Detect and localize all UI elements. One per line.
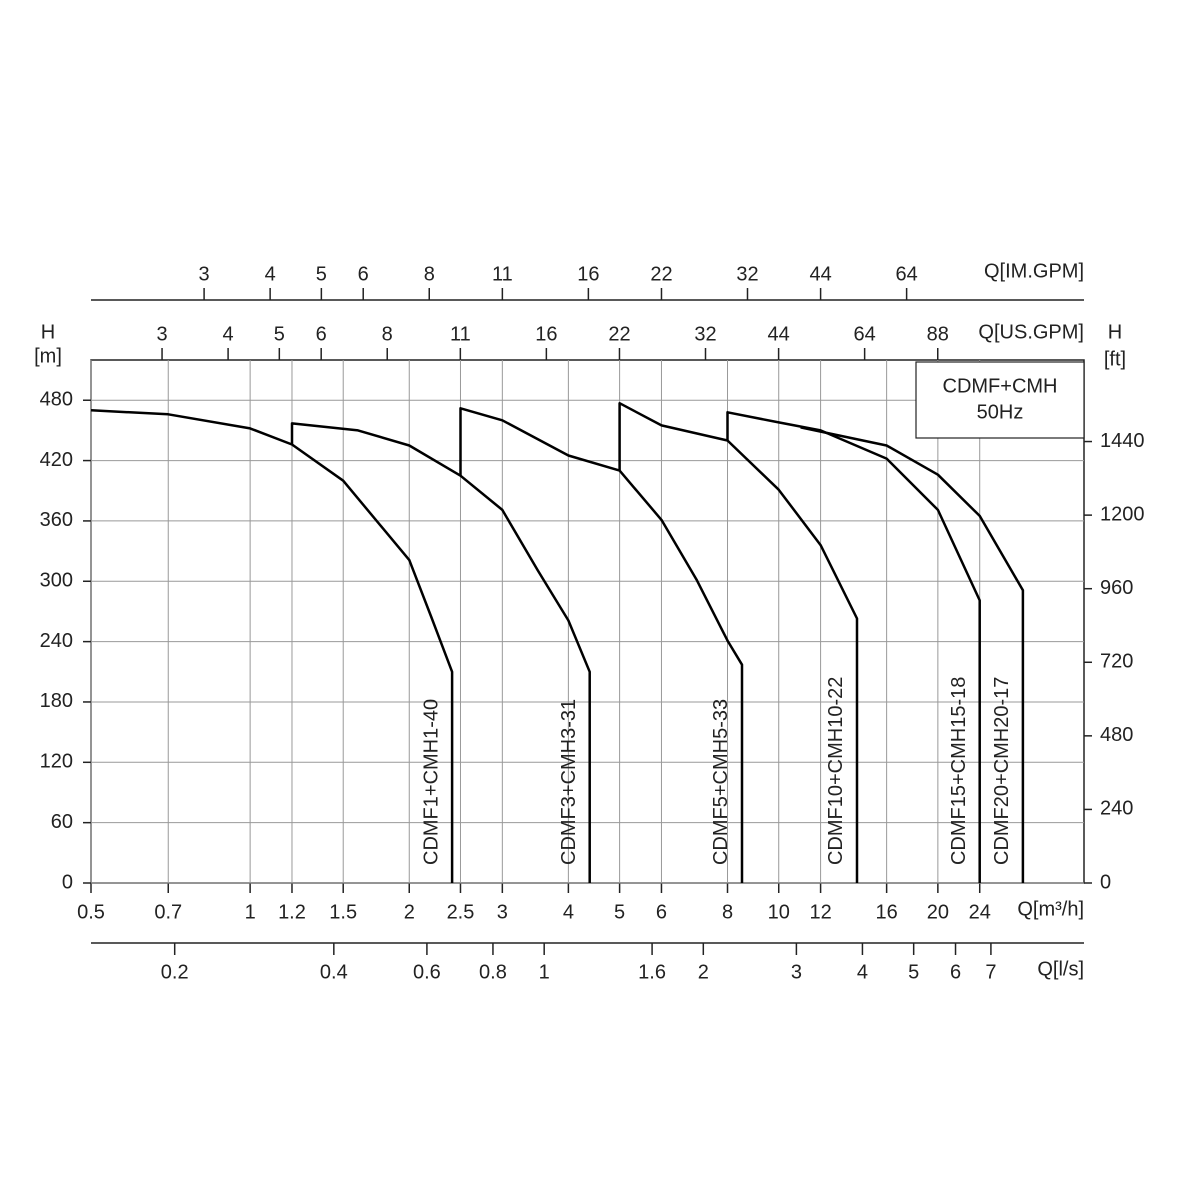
y2-tick-label: 720: [1100, 651, 1133, 673]
x-tick-label: 2: [404, 901, 415, 923]
secondary-x-tick-label: 44: [767, 323, 789, 345]
x-tick-label: 6: [656, 901, 667, 923]
secondary-x-tick-label: 44: [809, 263, 831, 285]
secondary-x-tick-label: 5: [316, 263, 327, 285]
y-axis-unit: [m]: [34, 345, 62, 367]
secondary-x-tick-label: 5: [908, 961, 919, 983]
secondary-axis-label: Q[IM.GPM]: [984, 260, 1084, 282]
pump-curve: [459, 407, 744, 883]
secondary-x-tick-label: 88: [927, 323, 949, 345]
y-tick-label: 180: [40, 690, 73, 712]
secondary-x-tick-label: 22: [608, 323, 630, 345]
x-tick-label: 1: [245, 901, 256, 923]
secondary-x-tick-label: 1: [539, 961, 550, 983]
secondary-x-tick-label: 11: [492, 263, 513, 285]
x-tick-label: 3: [497, 901, 508, 923]
secondary-x-tick-label: 64: [895, 263, 917, 285]
y2-axis-unit: [ft]: [1104, 348, 1126, 370]
y-tick-label: 240: [40, 630, 73, 652]
y-tick-label: 420: [40, 449, 73, 471]
y2-tick-label: 240: [1100, 798, 1133, 820]
secondary-x-tick-label: 22: [650, 263, 672, 285]
secondary-axis-label: Q[l/s]: [1037, 958, 1084, 980]
secondary-x-tick-label: 5: [274, 323, 285, 345]
secondary-x-tick-label: 6: [316, 323, 327, 345]
y-tick-label: 0: [62, 871, 73, 893]
pump-curve: [90, 409, 454, 883]
secondary-x-tick-label: 0.8: [479, 961, 507, 983]
box-title: CDMF+CMH: [943, 375, 1058, 397]
x-tick-label: 0.7: [154, 901, 182, 923]
y-tick-label: 300: [40, 570, 73, 592]
pump-curve: [290, 422, 591, 883]
x-tick-label: 5: [614, 901, 625, 923]
series-label: CDMF3+CMH3-31: [558, 699, 580, 865]
series-label: CDMF1+CMH1-40: [420, 699, 442, 865]
secondary-x-tick-label: 1.6: [638, 961, 666, 983]
x-tick-label: 8: [722, 901, 733, 923]
x-tick-label: 0.5: [77, 901, 105, 923]
x-tick-label: 2.5: [447, 901, 475, 923]
series-label: CDMF20+CMH20-17: [991, 677, 1013, 865]
x-tick-label: 24: [969, 901, 991, 923]
x-tick-label: 12: [809, 901, 831, 923]
pump-curve: [618, 401, 859, 883]
secondary-x-tick-label: 32: [694, 323, 716, 345]
y2-axis-label: H: [1108, 321, 1122, 343]
secondary-x-tick-label: 3: [156, 323, 167, 345]
y-tick-label: 60: [51, 811, 73, 833]
x-tick-label: 1.5: [329, 901, 357, 923]
y-axis-label: H: [41, 321, 55, 343]
secondary-axis-label: Q[US.GPM]: [978, 321, 1084, 343]
x-tick-label: 10: [768, 901, 790, 923]
secondary-x-tick-label: 0.4: [320, 961, 348, 983]
pump-curve: [800, 426, 1025, 883]
series-label: CDMF5+CMH5-33: [710, 699, 732, 865]
legend-box: [915, 361, 1085, 439]
secondary-x-tick-label: 64: [854, 323, 876, 345]
secondary-x-tick-label: 3: [199, 263, 210, 285]
secondary-x-tick-label: 8: [424, 263, 435, 285]
secondary-x-tick-label: 8: [382, 323, 393, 345]
series-label: CDMF10+CMH10-22: [825, 677, 847, 865]
x-tick-label: 16: [876, 901, 898, 923]
box-subtitle: 50Hz: [977, 401, 1024, 423]
x-tick-label: 4: [563, 901, 574, 923]
secondary-x-tick-label: 11: [450, 323, 471, 345]
y-tick-label: 360: [40, 509, 73, 531]
secondary-x-tick-label: 32: [736, 263, 758, 285]
x-tick-label: 20: [927, 901, 949, 923]
secondary-x-tick-label: 6: [950, 961, 961, 983]
secondary-x-tick-label: 4: [223, 323, 234, 345]
y-tick-label: 120: [40, 751, 73, 773]
y2-tick-label: 0: [1100, 871, 1111, 893]
secondary-x-tick-label: 7: [985, 961, 996, 983]
secondary-x-tick-label: 0.2: [161, 961, 189, 983]
secondary-x-tick-label: 6: [358, 263, 369, 285]
secondary-x-tick-label: 0.6: [413, 961, 441, 983]
y2-tick-label: 1440: [1100, 430, 1145, 452]
secondary-x-tick-label: 2: [698, 961, 709, 983]
secondary-x-tick-label: 16: [577, 263, 599, 285]
pump-curve: [726, 411, 981, 883]
secondary-x-tick-label: 16: [535, 323, 557, 345]
x-tick-label: 1.2: [278, 901, 306, 923]
y-tick-label: 480: [40, 389, 73, 411]
y2-tick-label: 960: [1100, 577, 1133, 599]
secondary-x-tick-label: 4: [857, 961, 868, 983]
series-label: CDMF15+CMH15-18: [948, 677, 970, 865]
y2-tick-label: 1200: [1100, 503, 1145, 525]
secondary-x-tick-label: 3: [791, 961, 802, 983]
y2-tick-label: 480: [1100, 724, 1133, 746]
x-axis-label: Q[m³/h]: [1017, 898, 1084, 920]
secondary-x-tick-label: 4: [265, 263, 276, 285]
